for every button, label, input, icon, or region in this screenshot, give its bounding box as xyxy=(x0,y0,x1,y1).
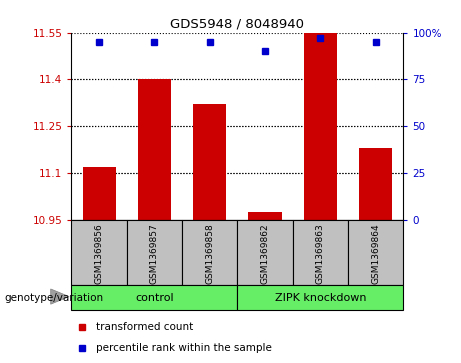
Polygon shape xyxy=(51,289,69,304)
Text: GSM1369864: GSM1369864 xyxy=(371,223,380,284)
Bar xyxy=(359,148,392,220)
Text: percentile rank within the sample: percentile rank within the sample xyxy=(96,343,272,354)
Bar xyxy=(182,220,237,285)
Text: transformed count: transformed count xyxy=(96,322,193,332)
Bar xyxy=(237,220,293,285)
Bar xyxy=(71,220,127,285)
Text: ZIPK knockdown: ZIPK knockdown xyxy=(275,293,366,303)
Bar xyxy=(127,220,182,285)
Bar xyxy=(71,285,237,310)
Bar xyxy=(304,33,337,220)
Text: GSM1369862: GSM1369862 xyxy=(260,223,270,284)
Bar xyxy=(138,79,171,220)
Text: GSM1369857: GSM1369857 xyxy=(150,223,159,284)
Bar xyxy=(348,220,403,285)
Title: GDS5948 / 8048940: GDS5948 / 8048940 xyxy=(171,17,304,30)
Bar xyxy=(237,285,403,310)
Bar xyxy=(293,220,348,285)
Bar xyxy=(248,212,282,220)
Text: GSM1369856: GSM1369856 xyxy=(95,223,104,284)
Bar xyxy=(83,167,116,220)
Bar xyxy=(193,104,226,220)
Text: GSM1369863: GSM1369863 xyxy=(316,223,325,284)
Text: control: control xyxy=(135,293,174,303)
Text: GSM1369858: GSM1369858 xyxy=(205,223,214,284)
Text: genotype/variation: genotype/variation xyxy=(5,293,104,303)
